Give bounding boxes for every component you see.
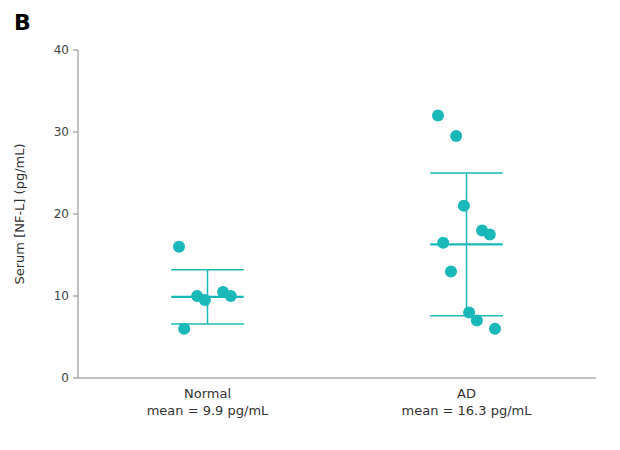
y-axis: 0 10 20 30 40 — [54, 43, 78, 385]
x-tick-label-line: AD — [457, 386, 476, 401]
y-axis-line — [78, 50, 79, 378]
data-point — [173, 241, 185, 253]
x-tick-label: AD mean = 16.3 pg/mL — [402, 386, 533, 418]
chart-container: 0 10 20 30 40 Serum [NF-L] (pg/mL) Normal mean … — [0, 0, 620, 450]
y-tick-label: 40 — [54, 43, 69, 57]
y-tick — [73, 50, 78, 51]
y-tick-label: 10 — [54, 289, 69, 303]
data-point — [445, 265, 457, 277]
x-tick-label-line: mean = 16.3 pg/mL — [402, 403, 533, 418]
x-tick-label: Normal mean = 9.9 pg/mL — [147, 386, 269, 418]
data-point — [484, 229, 496, 241]
y-tick-label: 30 — [54, 125, 69, 139]
data-point — [432, 110, 444, 122]
y-tick — [73, 132, 78, 133]
data-point — [178, 323, 190, 335]
chart-svg: 0 10 20 30 40 Serum [NF-L] (pg/mL) Normal mean … — [0, 0, 620, 450]
data-point — [489, 323, 501, 335]
data-point — [199, 294, 211, 306]
y-tick — [73, 214, 78, 215]
error-bar — [171, 270, 244, 324]
data-point — [437, 237, 449, 249]
error-bar — [430, 173, 503, 316]
x-axis-line — [78, 378, 596, 379]
y-tick-label: 20 — [54, 207, 69, 221]
data-point — [225, 290, 237, 302]
x-tick-label-line: Normal — [184, 386, 231, 401]
error-bar-cap — [430, 172, 503, 174]
x-tick-label-line: mean = 9.9 pg/mL — [147, 403, 269, 418]
x-axis: Normal mean = 9.9 pg/mL AD mean = 16.3 pg/m… — [147, 386, 533, 418]
data-point — [458, 200, 470, 212]
plot-area — [171, 110, 503, 335]
data-point — [471, 315, 483, 327]
y-axis-label: Serum [NF-L] (pg/mL) — [12, 144, 27, 285]
error-bar-cap — [171, 269, 244, 271]
y-tick — [73, 296, 78, 297]
data-point — [450, 130, 462, 142]
y-tick-label: 0 — [61, 371, 69, 385]
chart-title: B — [14, 10, 31, 35]
y-tick — [73, 378, 78, 379]
